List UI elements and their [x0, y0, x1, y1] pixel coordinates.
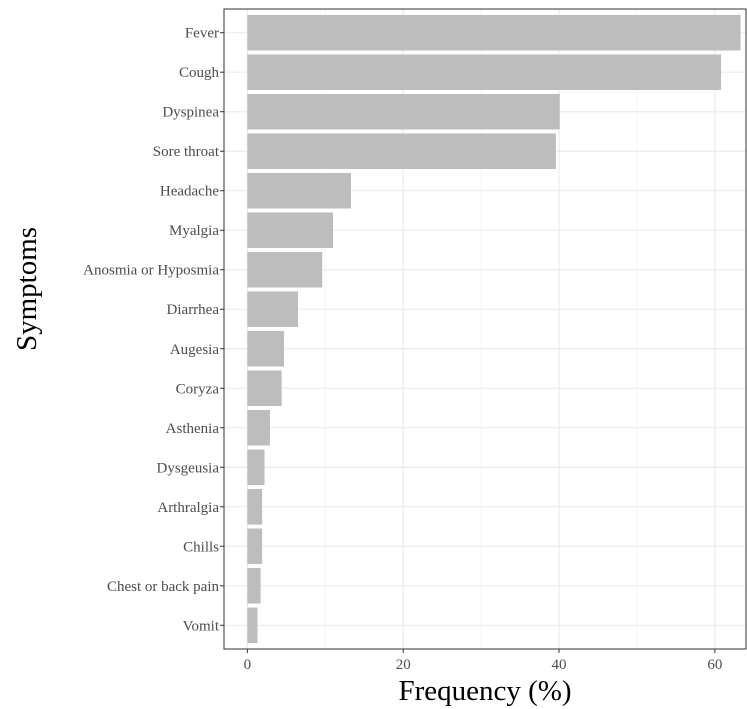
bar-myalgia — [247, 212, 334, 249]
y-tick-label: Coryza — [176, 381, 220, 397]
y-tick-label: Anosmia or Hyposmia — [83, 263, 219, 279]
y-tick-label: Chest or back pain — [107, 579, 220, 595]
bar-arthralgia — [247, 489, 263, 525]
bar-anosmia-or-hyposmia — [247, 251, 323, 288]
y-tick-label: Asthenia — [166, 421, 220, 437]
bar-augesia — [247, 330, 284, 367]
x-tick-label: 0 — [244, 657, 252, 673]
y-tick-label: Augesia — [170, 342, 219, 358]
bar-vomit — [247, 607, 258, 644]
bar-dysgeusia — [247, 449, 265, 486]
bars-group — [247, 14, 741, 644]
y-tick-label: Myalgia — [169, 223, 219, 239]
bar-chest-or-back-pain — [247, 568, 261, 604]
x-axis-title: Frequency (%) — [398, 675, 571, 707]
bar-headache — [247, 172, 351, 209]
y-tick-label: Fever — [185, 26, 219, 42]
y-tick-label: Chills — [183, 539, 219, 555]
panel-border — [223, 8, 747, 650]
x-tick-label: 20 — [396, 657, 411, 673]
y-axis: Fever Cough Dyspinea Sore throat Headache Mya… — [83, 26, 224, 634]
bar-dyspinea — [247, 93, 560, 130]
bar-coryza — [247, 370, 282, 407]
x-axis: 0 20 40 60 — [244, 649, 722, 673]
y-tick-label: Dysgeusia — [157, 460, 220, 476]
y-tick-label: Cough — [179, 65, 220, 81]
bar-sore-throat — [247, 133, 556, 169]
bar-cough — [247, 54, 722, 90]
bar-asthenia — [247, 409, 270, 446]
y-tick-label: Dyspinea — [162, 105, 219, 121]
x-tick-label: 40 — [552, 657, 567, 673]
y-tick-label: Diarrhea — [167, 302, 220, 318]
y-tick-label: Vomit — [183, 618, 220, 634]
y-axis-title: Symptoms — [11, 227, 43, 351]
bar-chills — [247, 528, 263, 565]
bar-diarrhea — [247, 291, 299, 328]
y-tick-label: Headache — [160, 184, 219, 200]
y-tick-label: Sore throat — [153, 144, 220, 160]
x-tick-label: 60 — [707, 657, 722, 673]
bar-fever — [247, 14, 741, 51]
y-tick-label: Arthralgia — [157, 500, 219, 516]
